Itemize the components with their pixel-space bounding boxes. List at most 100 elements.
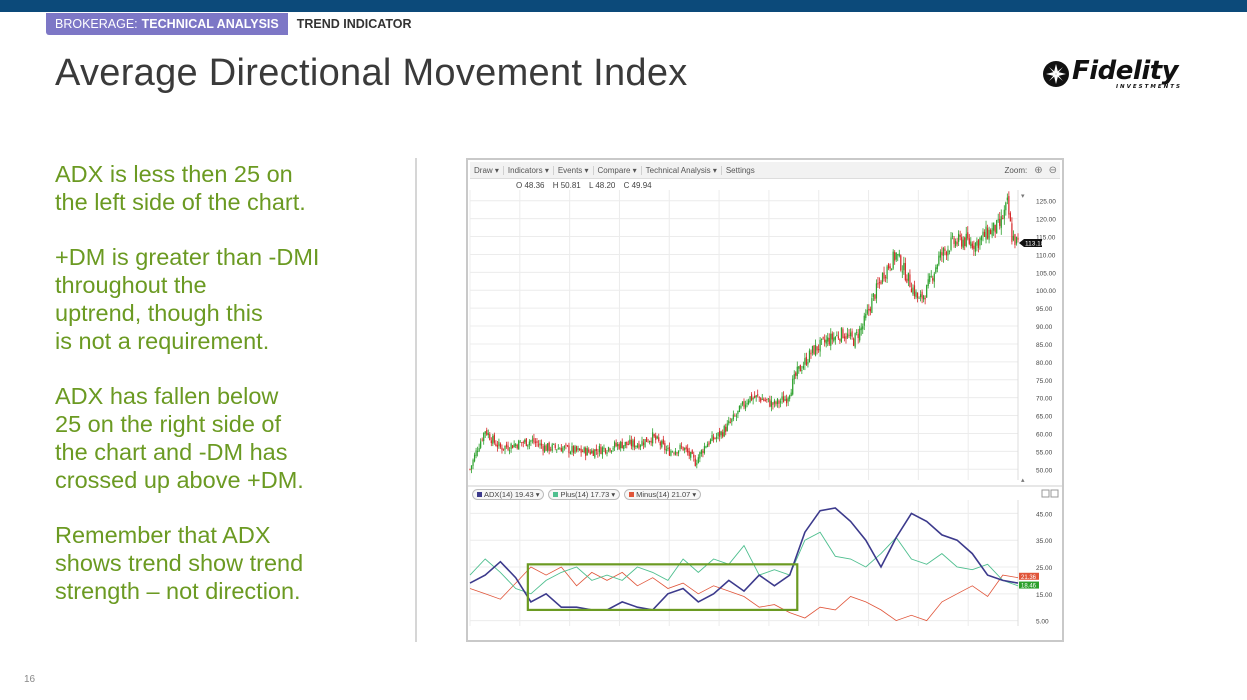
candle-body [725,426,727,432]
candle-body [578,448,581,451]
candle-body [722,432,724,437]
candle-body [795,372,797,376]
candle-body [891,268,893,271]
candle-body [757,394,759,396]
candle-body [979,237,981,246]
page-title: Average Directional Movement Index [55,52,688,94]
candle-body [889,266,891,269]
close-panel-icon [1050,489,1059,498]
high-value: H 50.81 [552,181,581,190]
fidelity-pyramid-icon [1043,61,1069,87]
candle-body [600,446,602,455]
plus-legend-label: Plus(14) 17.73 ▾ [560,490,616,499]
candle-body [729,421,731,423]
candle-body [965,233,967,247]
price-tick-label: 125.00 [1036,199,1056,206]
candle-body [473,454,476,462]
candle-body [542,446,544,451]
chart-canvas: 125.00 120.00 115.00 110.00 105.00 100.00 95.0… [468,190,1062,626]
candle-body [615,442,617,446]
candle-body [489,434,491,441]
candle-body [921,291,923,299]
chart-toolbar: Draw ▾ Indicators ▾ Events ▾ Compare ▾ T… [470,162,1060,179]
price-tick-label: 120.00 [1036,217,1056,224]
category-strong: TECHNICAL ANALYSIS [141,17,279,31]
candle-body [912,287,914,295]
price-axis-labels: 125.00 120.00 115.00 110.00 105.00 100.00 95.0… [1036,199,1056,475]
settings-menu[interactable]: Settings [725,165,755,175]
candle-body [877,282,879,285]
candle-body [636,445,639,448]
candle-body [869,308,871,312]
price-tick-label: 100.00 [1036,288,1056,295]
events-menu[interactable]: Events ▾ [554,165,594,175]
candle-body [583,447,585,453]
candle-body [846,333,849,338]
zoom-out-icon[interactable]: ⊖ [1048,164,1057,176]
current-price-label: 113.18 [1025,241,1045,248]
candle-body [933,273,935,282]
candle-body [641,440,643,446]
candle-body [919,294,922,298]
candle-body [932,278,934,281]
candle-body [828,337,830,345]
candle-body [697,457,699,464]
plus-value-badge [1019,581,1039,589]
candle-body [871,298,873,313]
candle-body [859,328,861,341]
candle-body [618,444,620,449]
draw-menu[interactable]: Draw ▾ [470,165,504,175]
candle-body [606,452,608,454]
candle-body [705,446,707,448]
candle-body [1017,237,1019,240]
candle-body [758,396,760,398]
candle-body [563,446,565,448]
candle-body [1002,218,1004,219]
adx-legend[interactable]: ADX(14) 19.43 ▾ [472,489,545,500]
candle-body [543,445,546,453]
candle-body [784,399,786,401]
minus-legend[interactable]: Minus(14) 21.07 ▾ [624,489,702,500]
divider [415,158,417,642]
candle-body [554,444,556,448]
zoom-in-icon[interactable]: ⊕ [1034,164,1043,176]
candles [469,191,1019,474]
candle-body [585,448,587,456]
candle-body [983,231,986,237]
candle-body [822,337,824,339]
candle-body [734,415,736,417]
candle-body [985,226,987,240]
technical-analysis-menu[interactable]: Technical Analysis ▾ [642,165,722,175]
candle-body [496,444,499,448]
candle-body [601,447,604,455]
candle-body [735,415,737,417]
indicators-menu[interactable]: Indicators ▾ [504,165,554,175]
candle-body [560,447,562,452]
indicator-tick-label: 5.00 [1036,619,1049,626]
candle-body [845,336,847,340]
candle-body [740,405,742,408]
candle-body [604,448,607,454]
candle-body [898,253,900,257]
candle-body [989,230,992,235]
candle-body [737,410,739,414]
candle-body [941,252,943,256]
candle-body [865,313,867,319]
plus-legend[interactable]: Plus(14) 17.73 ▾ [548,489,621,500]
candle-body [645,437,648,443]
candle-body [767,398,769,400]
candle-body [778,400,780,404]
candle-body [592,450,594,456]
candle-body [586,448,588,456]
page-number: 16 [24,674,36,685]
candle-body [790,392,792,397]
candle-body [728,420,730,424]
candle-body [751,394,753,401]
candle-body [843,336,846,339]
adx-line [469,507,1019,611]
candle-body [623,445,625,450]
candle-body [833,337,835,342]
candle-body [880,281,882,284]
compare-menu[interactable]: Compare ▾ [594,165,642,175]
candle-body [677,450,680,454]
